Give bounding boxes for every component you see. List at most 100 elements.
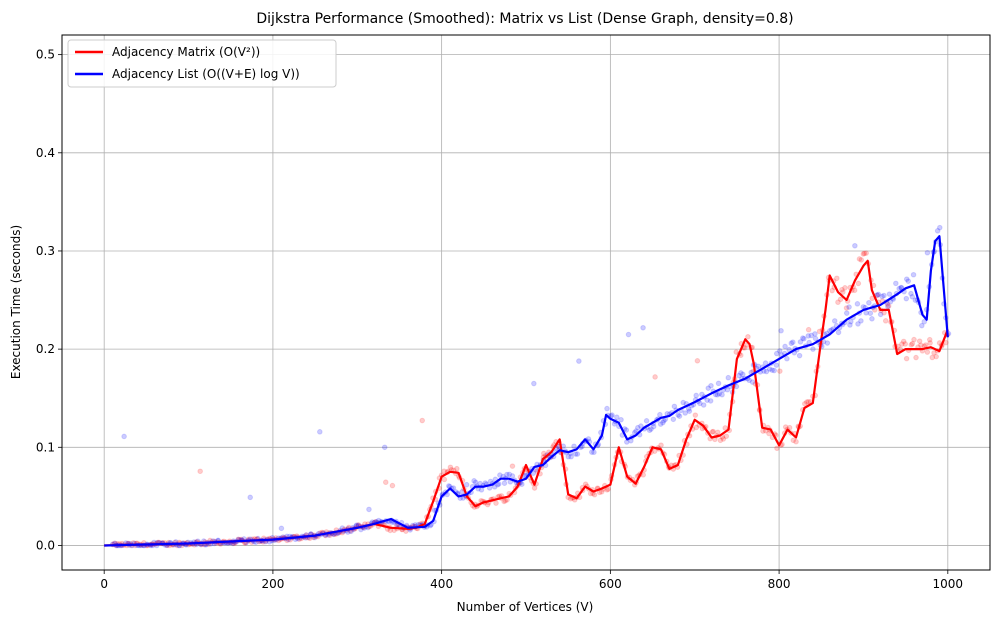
scatter-point-1 [919, 322, 925, 329]
scatter-point-1 [893, 280, 899, 287]
scatter-point-1 [773, 350, 780, 357]
scatter-point-1 [646, 427, 653, 434]
scatter-point-1 [700, 402, 707, 408]
series-line-matrix [104, 259, 949, 547]
scatter-point-1 [937, 224, 943, 231]
scatter-point-1 [680, 399, 686, 406]
scatter-point-1 [736, 372, 742, 379]
scatter-point-0 [587, 490, 594, 497]
scatter-point-1 [609, 412, 615, 418]
scatter-point-0 [916, 338, 923, 344]
scatter-point-1 [638, 423, 644, 429]
scatter-point-1 [831, 318, 838, 324]
scatter-point-1 [614, 414, 620, 421]
scatter-point-1 [604, 405, 610, 412]
scatter-point-1 [905, 278, 912, 284]
scatter-point-0 [382, 479, 389, 486]
scatter-point-1 [715, 380, 722, 387]
legend-label-matrix: Adjacency Matrix (O(V²)) [112, 45, 260, 59]
scatter-point-0 [722, 425, 728, 431]
scatter-point-1 [576, 358, 582, 364]
scatter-point-0 [902, 341, 909, 347]
scatter-point-1 [471, 478, 477, 484]
x-tick-label: 800 [768, 577, 791, 591]
scatter-point-0 [842, 285, 848, 291]
scatter-point-1 [278, 525, 285, 532]
scatter-point-0 [840, 289, 846, 295]
scatter-point-1 [640, 324, 646, 331]
scatter-point-0 [926, 336, 933, 343]
scatter-point-1 [782, 343, 788, 350]
scatter-point-1 [714, 392, 721, 398]
scatter-point-1 [716, 390, 723, 397]
scatter-point-1 [650, 423, 657, 430]
scatter-point-0 [858, 257, 865, 263]
scatter-point-0 [658, 442, 664, 448]
scatter-point-0 [790, 437, 797, 444]
scatter-point-1 [494, 481, 501, 488]
scatter-point-0 [855, 280, 862, 287]
scatter-point-1 [657, 411, 663, 418]
scatter-point-1 [686, 408, 693, 414]
scatter-point-1 [866, 299, 872, 306]
scatter-point-0 [717, 437, 724, 444]
legend-label-list: Adjacency List (O((V+E) log V)) [112, 67, 300, 81]
scatter-point-1 [740, 371, 746, 378]
scatter-point-0 [931, 350, 937, 356]
scatter-point-1 [863, 310, 869, 316]
scatter-point-1 [724, 386, 731, 393]
scatter-point-0 [502, 497, 509, 504]
scatter-point-1 [657, 421, 664, 427]
scatter-point-0 [918, 342, 924, 348]
scatter-point-0 [782, 424, 789, 430]
scatter-point-1 [623, 427, 630, 433]
scatter-point-0 [454, 465, 460, 472]
scatter-point-0 [929, 354, 936, 361]
scatter-point-1 [921, 318, 928, 325]
scatter-point-1 [675, 412, 681, 418]
scatter-point-0 [829, 287, 835, 294]
scatter-point-1 [121, 433, 127, 440]
scatter-point-0 [720, 436, 727, 442]
scatter-point-0 [419, 417, 426, 424]
scatter-point-0 [591, 491, 598, 498]
scatter-point-0 [882, 318, 889, 324]
scatter-point-0 [604, 487, 610, 493]
scatter-point-1 [903, 276, 910, 282]
y-tick-label: 0.4 [36, 146, 55, 160]
scatter-point-1 [855, 321, 861, 327]
scatter-point-1 [685, 406, 692, 412]
scatter-point-1 [247, 494, 253, 501]
scatter-point-0 [843, 305, 850, 311]
scatter-point-1 [854, 301, 861, 307]
scatter-point-1 [934, 228, 941, 234]
scatter-point-1 [565, 453, 572, 460]
scatter-point-1 [800, 335, 806, 341]
y-tick-label: 0.5 [36, 48, 55, 62]
scatter-point-0 [715, 429, 721, 436]
scatter-point-1 [797, 339, 804, 345]
scatter-point-1 [847, 322, 853, 328]
scatter-point-1 [497, 472, 503, 478]
scatter-point-1 [776, 348, 783, 354]
scatter-point-1 [796, 352, 803, 359]
scatter-point-1 [867, 310, 874, 317]
scatter-point-1 [568, 453, 574, 460]
scatter-point-0 [493, 500, 499, 506]
scatter-point-0 [786, 424, 793, 431]
x-tick-label: 400 [430, 577, 453, 591]
scatter-point-1 [877, 311, 884, 318]
scatter-point-1 [773, 362, 780, 368]
scatter-point-0 [197, 468, 203, 475]
series-lines [104, 235, 949, 547]
scatter-point-1 [766, 366, 773, 372]
scatter-point-0 [835, 299, 841, 306]
scatter-point-0 [774, 445, 780, 452]
scatter-point-0 [885, 303, 892, 309]
x-tick-label: 600 [599, 577, 622, 591]
scatter-point-1 [509, 473, 516, 479]
scatter-point-1 [801, 336, 807, 342]
scatter-point-1 [531, 380, 537, 387]
chart-title: Dijkstra Performance (Smoothed): Matrix … [256, 11, 793, 27]
